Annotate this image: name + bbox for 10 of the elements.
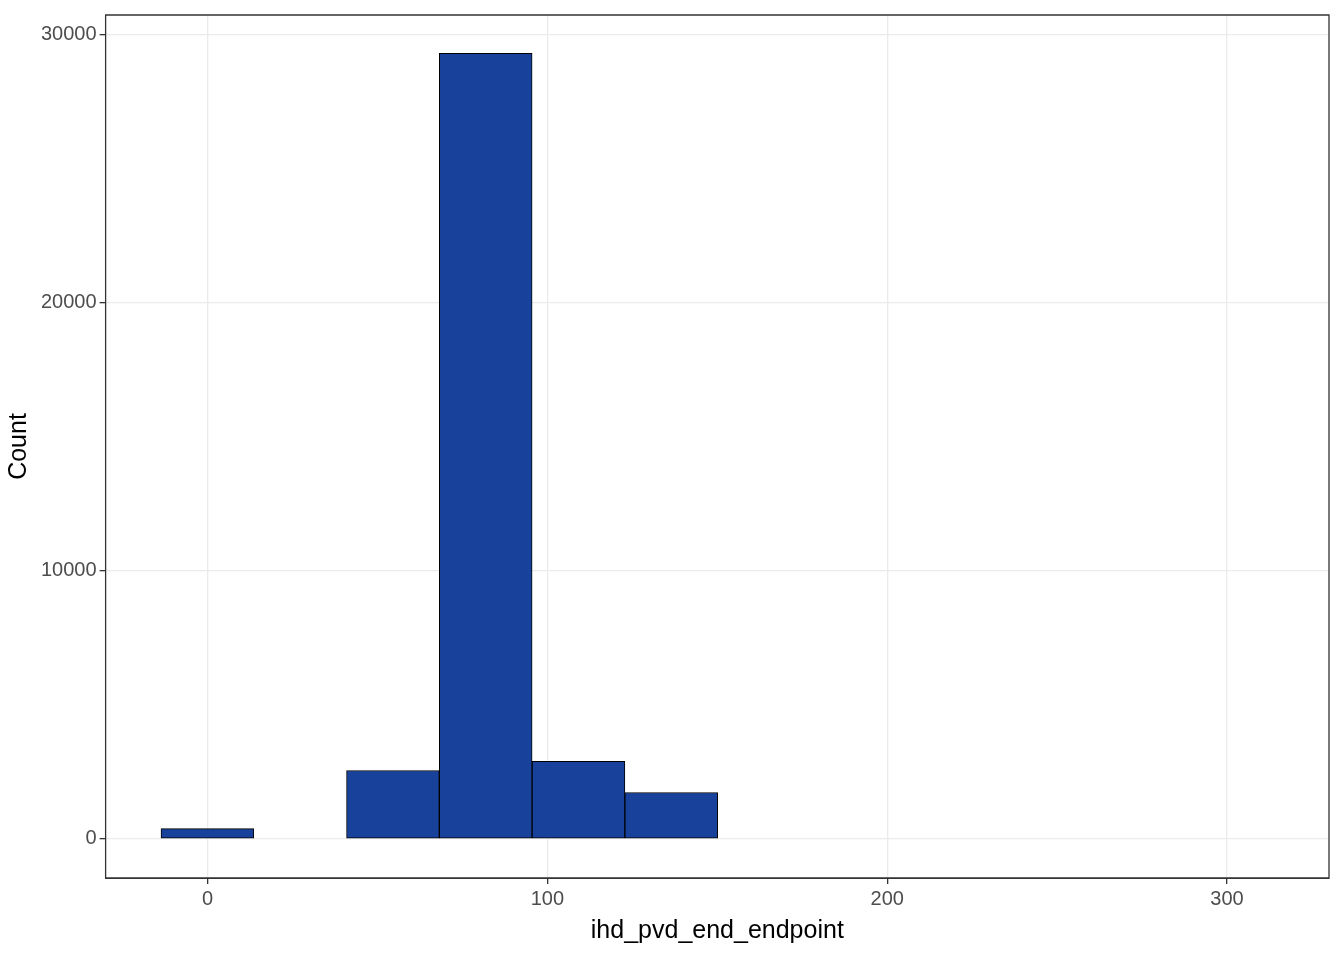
x-tick-label: 0 (202, 886, 214, 909)
x-tick-label: 100 (530, 886, 565, 909)
y-tick-label: 30000 (40, 22, 97, 45)
y-tick-label: 0 (85, 826, 97, 849)
x-tick-label: 200 (870, 886, 904, 909)
x-tick-label: 300 (1210, 886, 1244, 909)
y-axis-title: Count (2, 413, 31, 480)
y-tick-label: 10000 (40, 558, 97, 581)
x-axis-title: ihd_pvd_end_endpoint (590, 914, 844, 943)
y-tick-label: 20000 (40, 290, 97, 313)
